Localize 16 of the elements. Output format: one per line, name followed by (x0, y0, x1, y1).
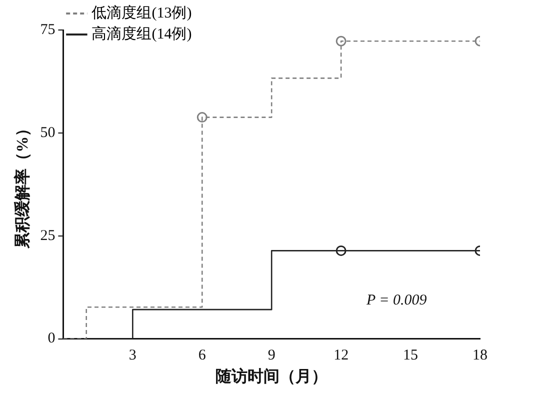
y-tick-label: 75 (40, 22, 56, 38)
x-tick-label: 9 (268, 348, 276, 364)
annotation: P = 0.009 (366, 292, 428, 309)
x-tick-label: 6 (198, 348, 206, 364)
y-tick-label: 0 (48, 330, 56, 347)
x-tick-label: 15 (403, 348, 418, 364)
x-tick-label: 18 (472, 348, 488, 364)
x-tick-label: 3 (128, 348, 136, 364)
x-tick-label: 12 (334, 348, 349, 364)
point (336, 36, 346, 46)
legend-label: 低滴度组(13例) (92, 4, 192, 22)
y-axis-title: 累积缓解率（%） (12, 120, 32, 250)
x-axis-title: 随访时间（月） (216, 366, 328, 386)
y-tick-label: 50 (40, 124, 56, 141)
legend-label: 高滴度组(14例) (92, 25, 192, 42)
y-tick-label: 25 (40, 228, 56, 244)
